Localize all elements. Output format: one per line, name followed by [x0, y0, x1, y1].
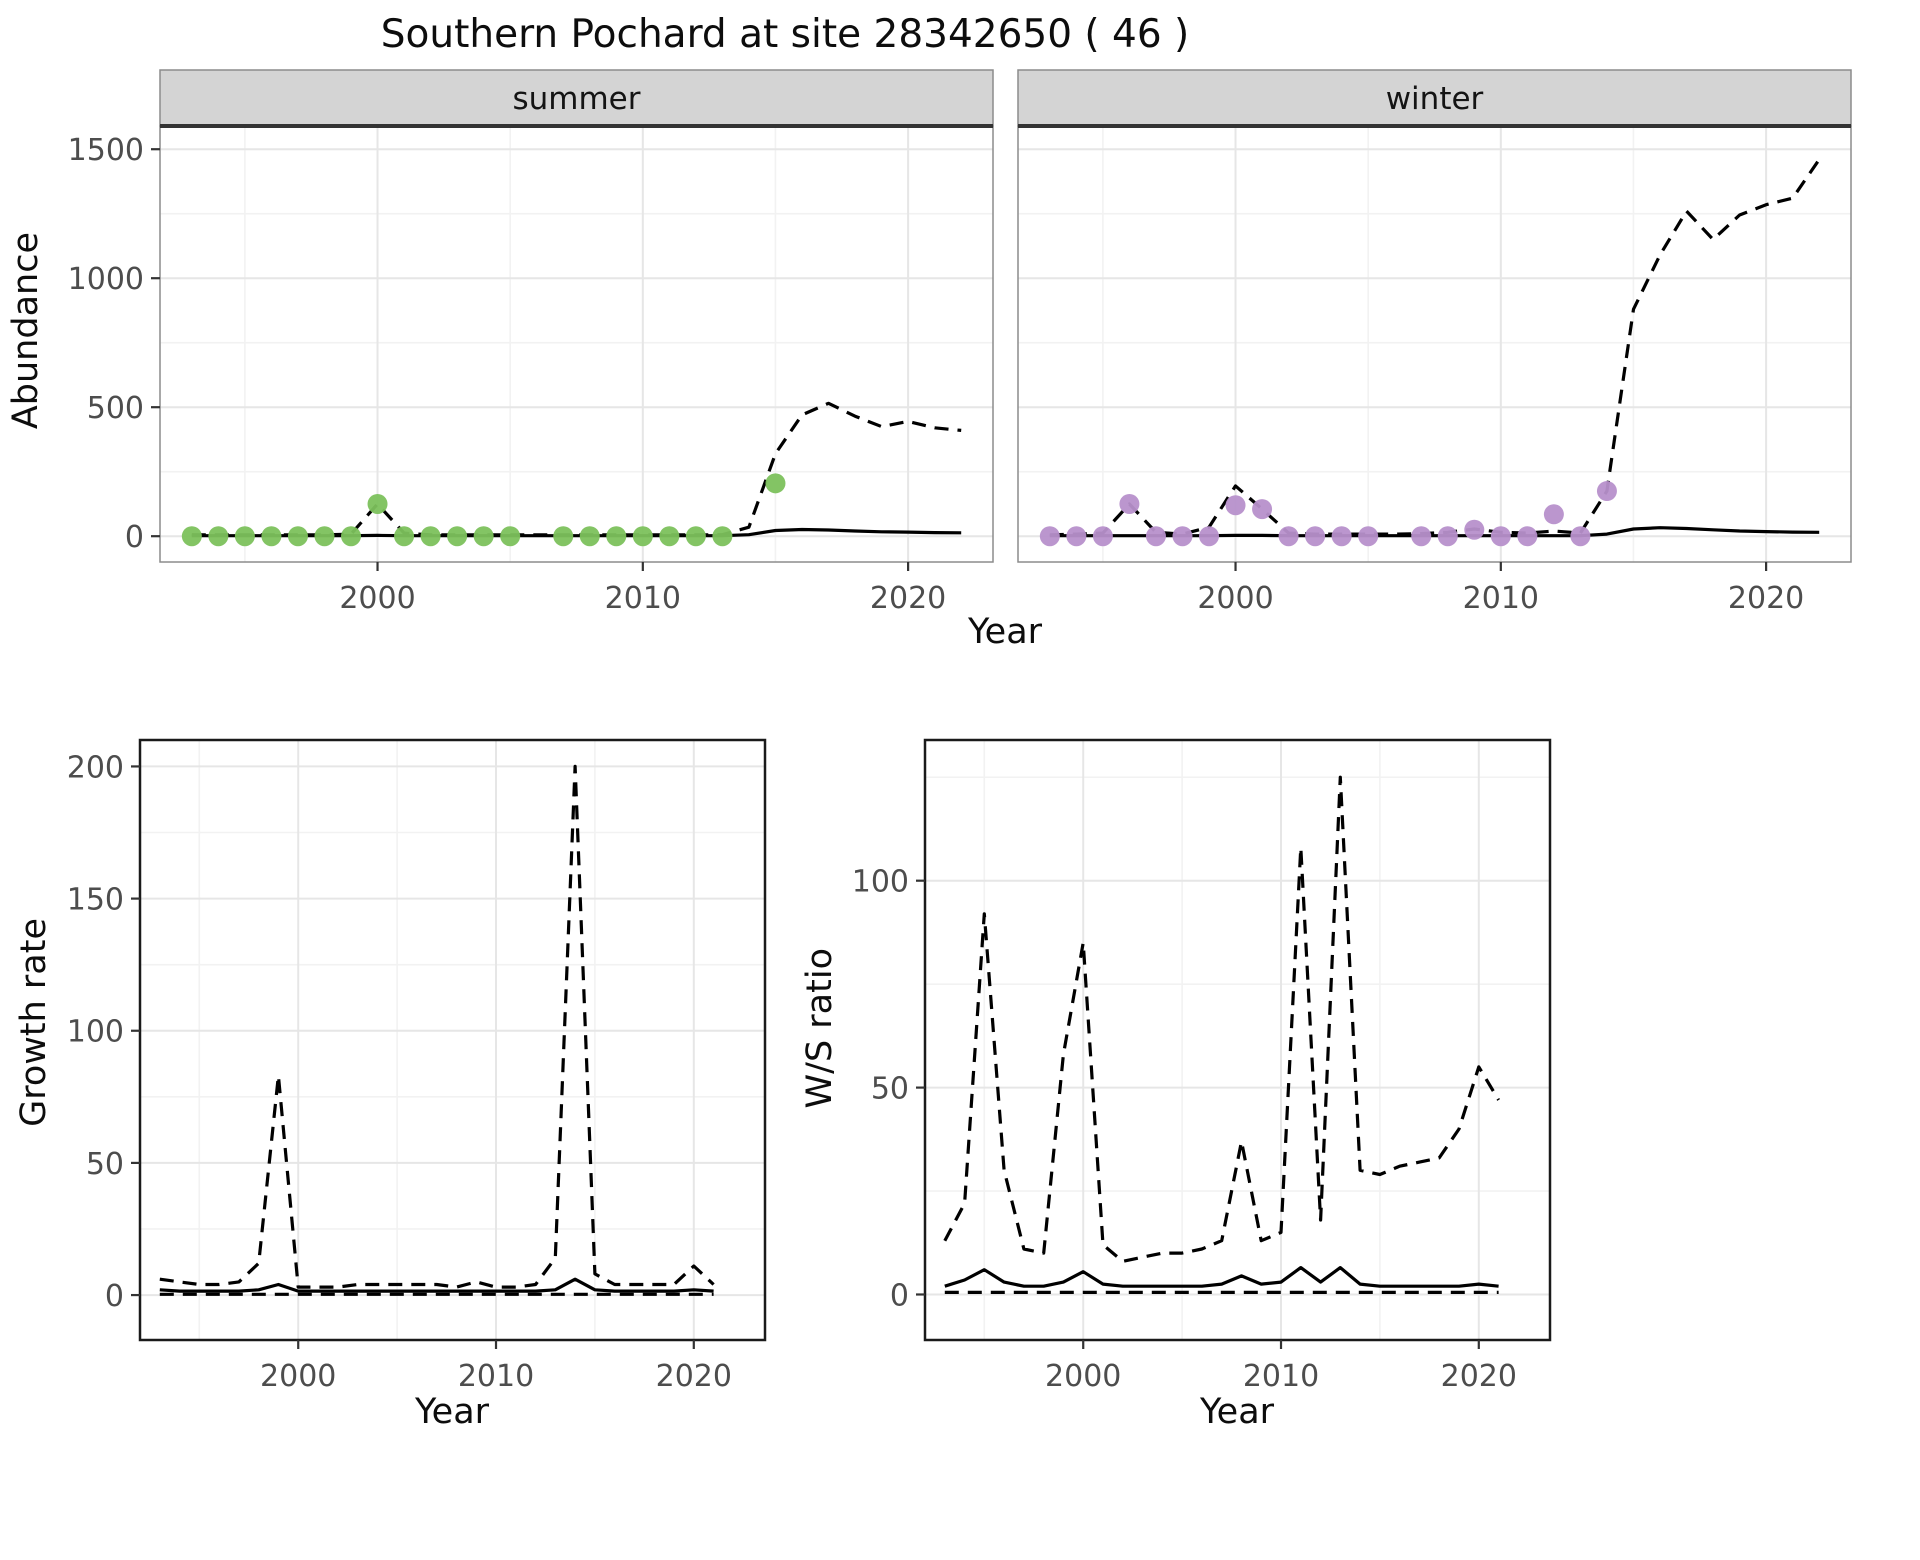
svg-text:2020: 2020	[1728, 581, 1804, 616]
svg-text:summer: summer	[512, 81, 640, 117]
growth-rate-chart: 2000 2010 2020 0 50 100 150 200	[67, 738, 767, 1394]
growth-year-axis-title: Year	[414, 1392, 490, 1432]
svg-text:2000: 2000	[260, 1359, 336, 1394]
svg-text:50: 50	[86, 1147, 124, 1182]
svg-text:100: 100	[852, 865, 909, 900]
svg-text:2020: 2020	[870, 581, 946, 616]
svg-text:0: 0	[105, 1279, 124, 1314]
svg-text:2000: 2000	[339, 581, 415, 616]
svg-text:500: 500	[87, 391, 144, 426]
svg-text:1000: 1000	[68, 262, 144, 297]
top-year-axis-title: Year	[967, 612, 1043, 652]
svg-text:0: 0	[890, 1278, 909, 1313]
svg-text:2010: 2010	[1243, 1359, 1319, 1394]
svg-text:200: 200	[67, 750, 124, 785]
svg-text:winter: winter	[1386, 81, 1484, 117]
svg-text:50: 50	[871, 1072, 909, 1107]
svg-text:2020: 2020	[656, 1359, 732, 1394]
svg-text:2000: 2000	[1197, 581, 1273, 616]
svg-text:0: 0	[125, 520, 144, 555]
ws-year-axis-title: Year	[1199, 1392, 1275, 1432]
abundance-facet-chart: summer 2000 2010 2020 0 500 1000 1500 winter 2000…	[68, 69, 1852, 616]
svg-text:2000: 2000	[1045, 1359, 1121, 1394]
chart-title: Southern Pochard at site 28342650 ( 46 )	[380, 12, 1190, 57]
svg-text:150: 150	[67, 883, 124, 918]
svg-text:2010: 2010	[1463, 581, 1539, 616]
svg-text:2020: 2020	[1441, 1359, 1517, 1394]
ws-ratio-chart: 2000 2010 2020 0 50 100	[852, 738, 1552, 1394]
svg-text:1500: 1500	[68, 133, 144, 168]
svg-text:100: 100	[67, 1015, 124, 1050]
svg-text:2010: 2010	[458, 1359, 534, 1394]
svg-text:2010: 2010	[605, 581, 681, 616]
